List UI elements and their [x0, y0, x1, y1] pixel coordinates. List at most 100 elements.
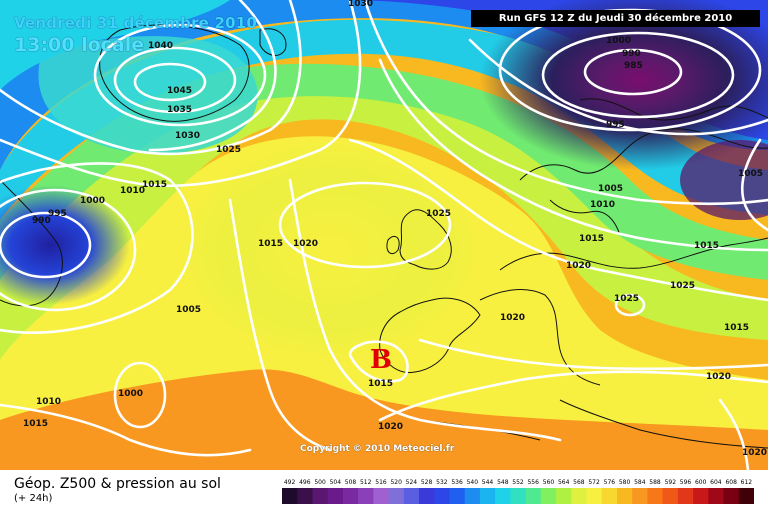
- scale-swatch: [495, 488, 511, 504]
- isobar-label: 1010: [120, 186, 145, 196]
- isobar-label: 990: [622, 49, 641, 59]
- scale-tick-label: 540: [467, 479, 479, 486]
- isobar-label: 1025: [670, 281, 695, 291]
- isobar-label: 1005: [598, 184, 623, 194]
- scale-swatch: [738, 488, 754, 504]
- isobar-label: 1015: [368, 379, 393, 389]
- scale-tick-label: 612: [741, 479, 753, 486]
- scale-swatch: [464, 488, 481, 504]
- isobar-label: 1040: [148, 41, 173, 51]
- isobar-label: 1005: [738, 169, 763, 179]
- isobar-label: 1045: [167, 86, 192, 96]
- scale-swatch: [540, 488, 557, 504]
- scale-swatch: [617, 488, 633, 504]
- legend-title: Géop. Z500 & pression au sol: [14, 476, 221, 492]
- isobar-label: 1000: [606, 36, 631, 46]
- scale-tick-label: 500: [314, 479, 326, 486]
- scale-tick-label: 548: [497, 479, 509, 486]
- scale-tick-label: 568: [573, 479, 585, 486]
- scale-swatch: [403, 488, 420, 504]
- model-run-info: Run GFS 12 Z du Jeudi 30 décembre 2010: [471, 10, 760, 27]
- isobar-label: 1015: [23, 419, 48, 429]
- local-time-title: 13:00 locale: [14, 34, 145, 56]
- low-pressure-marker: B: [370, 345, 392, 375]
- isobar-label: 1015: [724, 323, 749, 333]
- isobar-label: 1025: [426, 209, 451, 219]
- legend-forecast-offset: (+ 24h): [14, 493, 53, 504]
- isobar-label: 1025: [216, 145, 241, 155]
- scale-tick-label: 584: [634, 479, 646, 486]
- scale-swatch: [525, 488, 542, 504]
- scale-tick-label: 608: [725, 479, 737, 486]
- isobar-label: 1020: [500, 313, 525, 323]
- scale-tick-label: 552: [512, 479, 524, 486]
- isobar-label: 1000: [118, 389, 143, 399]
- isobar-label: 995: [606, 120, 625, 130]
- scale-tick-label: 528: [421, 479, 433, 486]
- scale-tick-label: 596: [680, 479, 692, 486]
- scale-swatch: [693, 488, 709, 504]
- scale-tick-label: 512: [360, 479, 372, 486]
- scale-swatch: [388, 488, 405, 504]
- scale-swatch: [327, 488, 344, 504]
- scale-swatch: [373, 488, 390, 504]
- isobar-label: 1020: [293, 239, 318, 249]
- scale-swatch: [708, 488, 724, 504]
- isobar-label: 1020: [706, 372, 731, 382]
- isobars: [0, 0, 768, 470]
- scale-tick-label: 496: [299, 479, 311, 486]
- scale-tick-label: 492: [284, 479, 296, 486]
- scale-tick-label: 580: [619, 479, 631, 486]
- low-east-lobe: [680, 140, 768, 220]
- isobar-label: 985: [624, 61, 643, 71]
- isobar-label: 1030: [348, 0, 373, 9]
- scale-tick-label: 520: [390, 479, 402, 486]
- scale-tick-label: 532: [436, 479, 448, 486]
- scale-tick-label: 536: [451, 479, 463, 486]
- isobar-label: 1030: [175, 131, 200, 141]
- scale-swatch: [434, 488, 450, 504]
- isobar-label: 1020: [742, 448, 767, 458]
- isobar-label: 1035: [167, 105, 192, 115]
- isobar-labels: 1030 1040 1045 1035 1030 1025 1015 1010 …: [23, 0, 767, 458]
- scale-tick-label: 588: [649, 479, 661, 486]
- scale-tick-label: 572: [588, 479, 600, 486]
- scale-swatch: [601, 488, 618, 504]
- z500-band-556: [0, 0, 230, 90]
- scale-swatch: [297, 488, 313, 504]
- isobar-label: 1020: [378, 422, 403, 432]
- scale-swatch: [510, 488, 527, 504]
- scale-tick-label: 564: [558, 479, 570, 486]
- scale-swatch: [556, 488, 572, 504]
- isobar-label: 1015: [694, 241, 719, 251]
- scale-swatch: [662, 488, 679, 504]
- scale-swatch: [342, 488, 359, 504]
- isobar-label: 1005: [176, 305, 201, 315]
- isobar-label: 1000: [80, 196, 105, 206]
- isobar-label: 1010: [590, 200, 615, 210]
- copyright-notice: Copyright © 2010 Meteociel.fr: [300, 444, 455, 454]
- isobar-label: 1015: [258, 239, 283, 249]
- scale-tick-label: 600: [695, 479, 707, 486]
- scale-tick-label: 560: [543, 479, 555, 486]
- scale-tick-label: 524: [406, 479, 418, 486]
- isobar-label: 1025: [614, 294, 639, 304]
- scale-tick-label: 504: [330, 479, 342, 486]
- scale-tick-label: 544: [482, 479, 494, 486]
- isobar-label: 990: [32, 216, 51, 226]
- isobar-label: 995: [48, 209, 67, 219]
- isobar-label: 1010: [36, 397, 61, 407]
- z500-band-560: [0, 93, 768, 360]
- scale-swatch: [282, 488, 298, 504]
- isobar-label: 1020: [566, 261, 591, 271]
- scale-tick-label: 592: [665, 479, 677, 486]
- scale-tick-label: 516: [375, 479, 387, 486]
- z500-color-scale: 492 496 500 504 508 512 516 520 524 528 532 536 540 5…: [282, 479, 754, 504]
- scale-swatch: [677, 488, 694, 504]
- isobar-label: 1015: [142, 180, 167, 190]
- scale-tick-label: 604: [710, 479, 722, 486]
- valid-date-title: Vendredi 31 décembre 2010: [14, 14, 258, 32]
- scale-swatch: [723, 488, 740, 504]
- scale-swatch: [479, 488, 496, 504]
